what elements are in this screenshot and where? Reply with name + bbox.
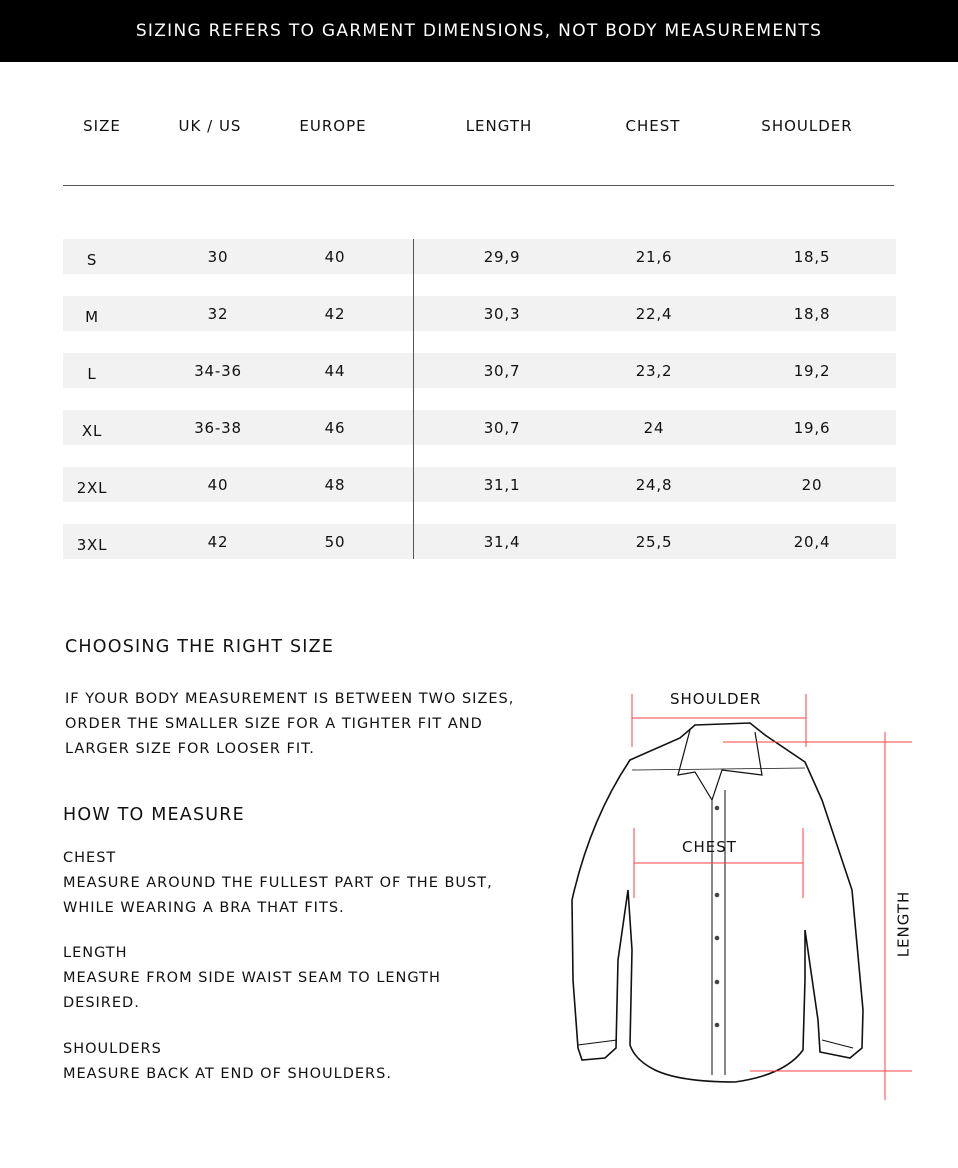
table-cell: 23,2 [635, 362, 673, 380]
table-row: M 32 42 30,3 22,4 18,8 [63, 296, 896, 331]
choosing-text: IF YOUR BODY MEASUREMENT IS BETWEEN TWO … [65, 687, 514, 762]
table-cell: 19,2 [793, 362, 831, 380]
table-cell: 31,1 [483, 476, 521, 494]
divider [63, 185, 894, 186]
length-label: LENGTH [894, 890, 913, 958]
table-row: XL 36-38 46 30,7 24 19,6 [63, 410, 896, 445]
table-cell: 30 [207, 248, 229, 266]
table-cell: 32 [207, 305, 229, 323]
table-cell: 22,4 [635, 305, 673, 323]
table-row: S 30 40 29,9 21,6 18,5 [63, 239, 896, 274]
table-cell: 18,8 [793, 305, 831, 323]
table-row: 3XL 42 50 31,4 25,5 20,4 [63, 524, 896, 559]
measure-label: SHOULDERS [63, 1041, 162, 1057]
header-size: SIZE [83, 117, 121, 135]
table-cell: 18,5 [793, 248, 831, 266]
header-shoulder: SHOULDER [761, 117, 853, 135]
chest-label: CHEST [682, 838, 737, 856]
text-line: WHILE WEARING A BRA THAT FITS. [63, 900, 345, 916]
table-row: 2XL 40 48 31,1 24,8 20 [63, 467, 896, 502]
table-cell: M [85, 308, 99, 326]
column-divider [413, 239, 414, 559]
measure-shoulders: SHOULDERS MEASURE BACK AT END OF SHOULDE… [63, 1037, 392, 1087]
buttons [714, 805, 720, 1028]
text-line: LARGER SIZE FOR LOOSER FIT. [65, 741, 315, 757]
table-cell: 24 [643, 419, 665, 437]
text-line: IF YOUR BODY MEASUREMENT IS BETWEEN TWO … [65, 691, 515, 707]
header-europe: EUROPE [299, 117, 367, 135]
shirt-diagram [571, 694, 912, 1100]
table-cell: 21,6 [635, 248, 673, 266]
measure-label: CHEST [63, 850, 117, 866]
table-cell: 46 [324, 419, 346, 437]
text-line: MEASURE BACK AT END OF SHOULDERS. [63, 1066, 392, 1082]
table-cell: 50 [324, 533, 346, 551]
table-cell: 20 [801, 476, 823, 494]
table-cell: 30,7 [483, 362, 521, 380]
choosing-title: CHOOSING THE RIGHT SIZE [65, 637, 335, 657]
shirt-illustration [571, 722, 864, 1083]
measure-length: LENGTH MEASURE FROM SIDE WAIST SEAM TO L… [63, 941, 441, 1016]
table-cell: XL [81, 422, 103, 440]
table-cell: 24,8 [635, 476, 673, 494]
header-uk-us: UK / US [178, 117, 242, 135]
table-cell: 29,9 [483, 248, 521, 266]
table-cell: 40 [324, 248, 346, 266]
table-cell: 36-38 [194, 419, 242, 437]
table-cell: 20,4 [793, 533, 831, 551]
measure-chest: CHEST MEASURE AROUND THE FULLEST PART OF… [63, 846, 493, 921]
table-cell: 30,7 [483, 419, 521, 437]
table-cell: 19,6 [793, 419, 831, 437]
text-line: DESIRED. [63, 995, 140, 1011]
table-row: L 34-36 44 30,7 23,2 19,2 [63, 353, 896, 388]
table-cell: 3XL [76, 536, 108, 554]
table-cell: 44 [324, 362, 346, 380]
banner: SIZING REFERS TO GARMENT DIMENSIONS, NOT… [0, 0, 958, 62]
table-cell: 31,4 [483, 533, 521, 551]
table-cell: 2XL [76, 479, 108, 497]
table-cell: 40 [207, 476, 229, 494]
table-cell: 48 [324, 476, 346, 494]
table-cell: L [87, 365, 97, 383]
header-length: LENGTH [465, 117, 533, 135]
table-cell: 42 [324, 305, 346, 323]
measure-title: HOW TO MEASURE [63, 805, 245, 825]
shoulder-label: SHOULDER [670, 690, 762, 708]
table-cell: 42 [207, 533, 229, 551]
table-cell: 30,3 [483, 305, 521, 323]
measurement-lines [631, 694, 912, 1100]
table-cell: 34-36 [194, 362, 242, 380]
measure-label: LENGTH [63, 945, 128, 961]
text-line: ORDER THE SMALLER SIZE FOR A TIGHTER FIT… [65, 716, 483, 732]
table-cell: S [86, 251, 98, 269]
header-chest: CHEST [625, 117, 681, 135]
text-line: MEASURE FROM SIDE WAIST SEAM TO LENGTH [63, 970, 441, 986]
text-line: MEASURE AROUND THE FULLEST PART OF THE B… [63, 875, 493, 891]
table-cell: 25,5 [635, 533, 673, 551]
